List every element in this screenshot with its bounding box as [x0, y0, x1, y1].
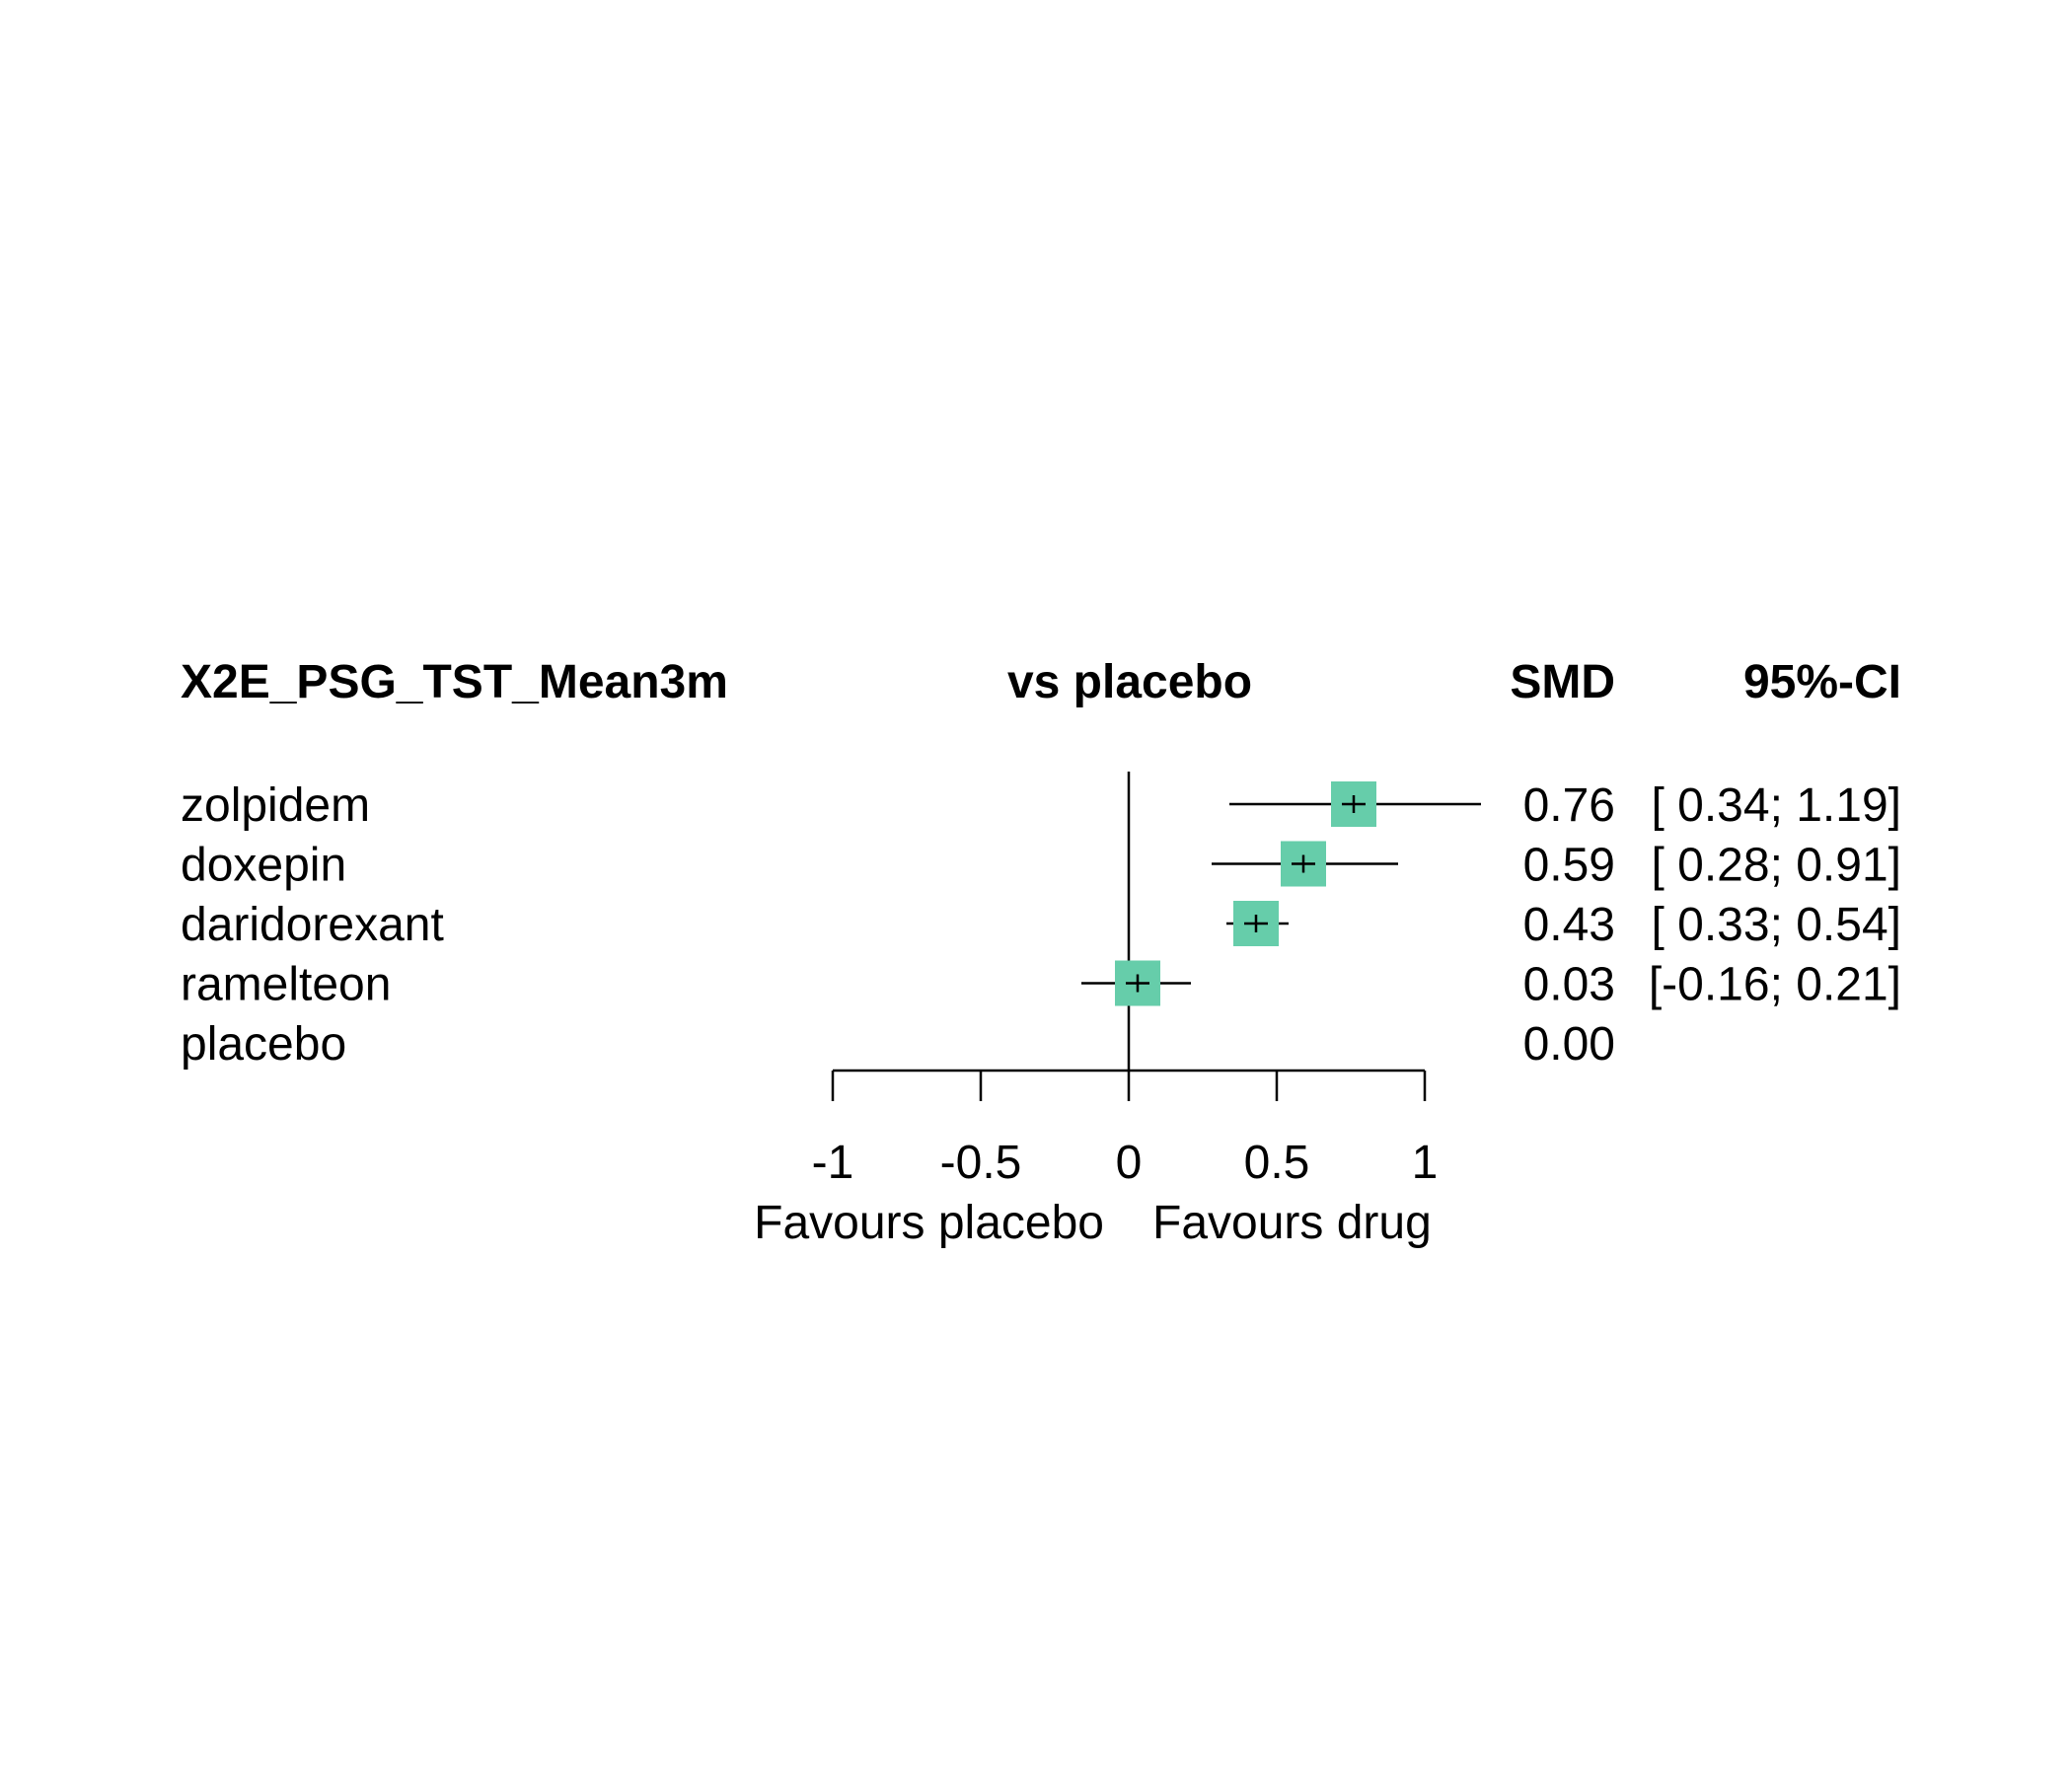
smd-value: 0.00 [1523, 1018, 1615, 1071]
outcome-header: X2E_PSG_TST_Mean3m [181, 656, 728, 708]
x-axis: -1 -0.5 0 0.5 1 Favours placebo Favours drug [754, 1069, 1439, 1249]
ci-header: 95%-CI [1743, 656, 1901, 708]
smd-value: 0.03 [1523, 959, 1615, 1011]
x-tick-label: 0.5 [1244, 1137, 1310, 1189]
x-tick-label: 1 [1412, 1137, 1439, 1189]
row-label: ramelteon [181, 959, 391, 1011]
ci-value: [ 0.34; 1.19] [1651, 779, 1901, 832]
x-tick-label: -0.5 [940, 1137, 1022, 1189]
ci-value: [-0.16; 0.21] [1649, 959, 1901, 1011]
forest-row: zolpidem 0.76 [ 0.34; 1.19] [181, 779, 1901, 832]
row-label: zolpidem [181, 779, 370, 832]
column-headers: X2E_PSG_TST_Mean3m vs placebo SMD 95%-CI [181, 656, 1901, 708]
ci-value: [ 0.33; 0.54] [1651, 899, 1901, 951]
x-label-right: Favours drug [1152, 1197, 1432, 1249]
row-label: doxepin [181, 840, 346, 892]
forest-row: placebo 0.00 [181, 1018, 1615, 1071]
forest-row: daridorexant 0.43 [ 0.33; 0.54] [181, 899, 1901, 951]
smd-value: 0.59 [1523, 840, 1615, 892]
forest-row: ramelteon 0.03 [-0.16; 0.21] [181, 959, 1901, 1011]
forest-row: doxepin 0.59 [ 0.28; 0.91] [181, 840, 1901, 892]
x-label-left: Favours placebo [754, 1197, 1104, 1249]
ci-value: [ 0.28; 0.91] [1651, 840, 1901, 892]
x-tick-label: 0 [1116, 1137, 1143, 1189]
smd-value: 0.76 [1523, 779, 1615, 832]
comparison-header: vs placebo [1007, 656, 1252, 708]
smd-value: 0.43 [1523, 899, 1615, 951]
row-label: daridorexant [181, 899, 444, 951]
study-rows: zolpidem 0.76 [ 0.34; 1.19] doxepin 0.59 [ 0.… [181, 779, 1901, 1071]
x-tick-label: -1 [812, 1137, 854, 1189]
row-label: placebo [181, 1018, 346, 1071]
smd-header: SMD [1510, 656, 1615, 708]
